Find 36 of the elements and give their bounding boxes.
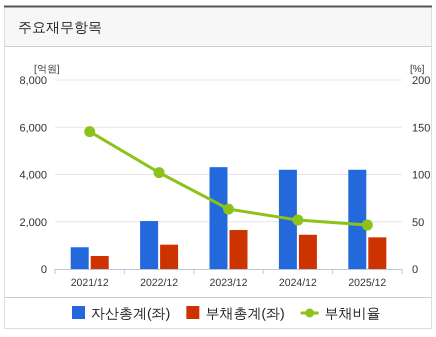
x-tick-label: 2023/12 [210,277,248,289]
x-tick-label: 2025/12 [348,277,386,289]
y2-tick-label: 200 [412,75,430,87]
y2-tick-label: 100 [412,170,430,182]
legend-label: 부채총계(좌) [205,305,285,321]
point [362,220,373,231]
bar [70,247,89,269]
point [292,214,304,226]
x-tick-label: 2022/12 [140,277,178,289]
bar [230,230,248,269]
y2-tick-label: 0 [412,264,418,276]
y2-tick-label: 150 [412,122,430,134]
bar [160,244,178,269]
y-axis-title: [억원] [34,64,60,75]
y-tick-label: 4,000 [19,170,47,182]
chart-title: 주요재무항목 [18,19,102,35]
y2-tick-label: 50 [412,216,424,229]
bar [298,234,317,269]
y-tick-label: 2,000 [19,216,47,229]
y-tick-label: 6,000 [19,122,47,134]
y2-axis-title: [%] [410,64,425,75]
bar [140,221,158,269]
bar [278,170,297,269]
point [223,204,234,215]
point [84,126,96,138]
x-tick-label: 2021/12 [70,277,109,289]
legend-label: 자산총계(좌) [91,305,170,321]
bar [368,237,386,269]
y-tick-label: 8,000 [19,75,47,87]
legend-label: 부채비율 [324,305,381,321]
bar [90,256,109,269]
bar [210,167,228,269]
y-tick-label: 0 [40,264,47,276]
bar [348,170,366,269]
point [154,167,165,178]
x-tick-label: 2024/12 [278,277,318,289]
